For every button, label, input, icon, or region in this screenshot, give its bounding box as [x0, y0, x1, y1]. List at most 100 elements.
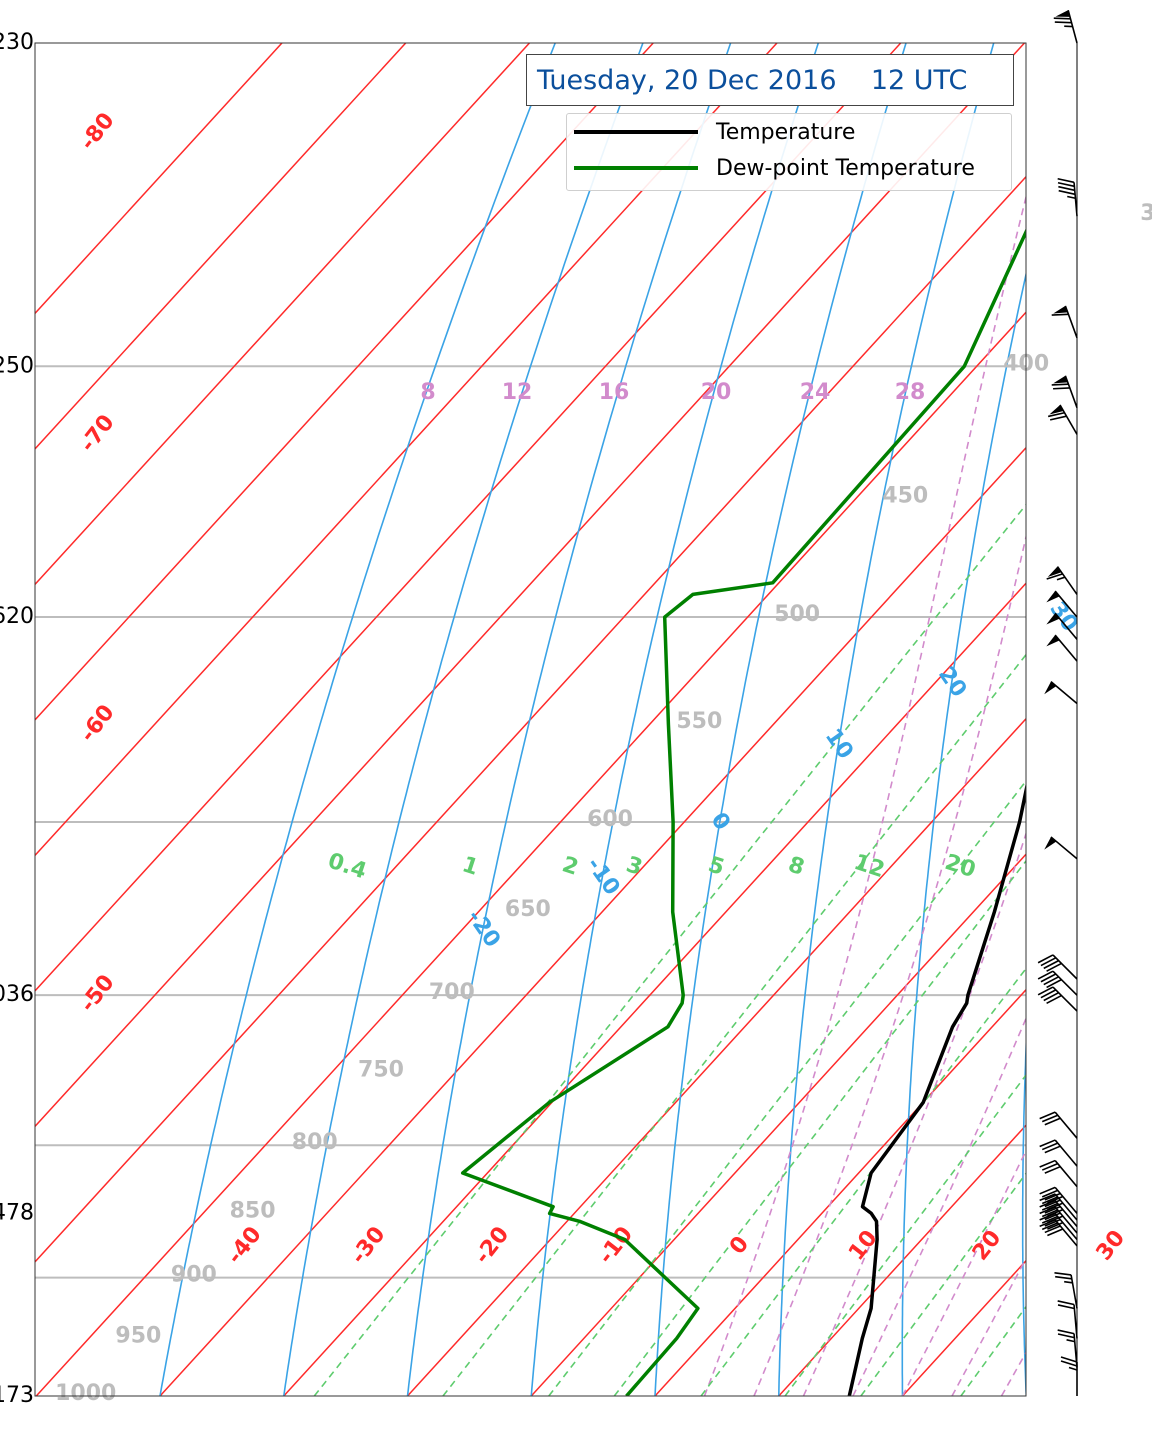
dry-adiabat-lines — [159, 43, 1026, 1396]
chart-title: Tuesday, 20 Dec 2016 — [537, 64, 837, 96]
isotherm-0 — [654, 988, 1026, 1396]
isotherm--20 — [406, 717, 1026, 1396]
isotherm--70 — [35, 43, 1025, 1128]
moist-adiabat-16 — [852, 1016, 1026, 1396]
wind-barb-14 — [1037, 970, 1078, 996]
isotherm--10 — [530, 853, 1026, 1396]
mixing-ratio-8 — [784, 1073, 1026, 1396]
wind-barb-17 — [1044, 681, 1078, 705]
legend-item-temperature: Temperature — [567, 117, 855, 147]
moist-adiabat-label-16: 16 — [599, 380, 630, 405]
mixing-ratio-5 — [700, 967, 1026, 1396]
dry-adiabat-label-10: 10 — [820, 724, 858, 763]
grid-labels: 3003504004505005506006507007508008509009… — [55, 108, 1152, 1406]
isotherm--60 — [35, 175, 1026, 1263]
wind-barb-16 — [1044, 836, 1078, 860]
pressure-label-700: 700 — [429, 980, 475, 1005]
mixing-ratio-label-3: 3 — [623, 852, 645, 881]
isotherm--110 — [35, 43, 530, 586]
isotherm-label--50: -50 — [76, 970, 120, 1017]
mixing-ratio-0.4 — [313, 503, 1026, 1396]
isotherm-label--30: -30 — [346, 1222, 390, 1269]
height-label-173: 173 — [0, 1383, 34, 1408]
mixing-ratio-1 — [442, 653, 1026, 1396]
wind-barb-21 — [1046, 566, 1078, 595]
pressure-label-650: 650 — [505, 897, 551, 922]
isotherm-label--60: -60 — [76, 700, 120, 747]
isotherm--120 — [35, 43, 407, 450]
mixing-ratio-label-2: 2 — [559, 852, 581, 881]
dry-adiabat-label-20: 20 — [933, 663, 971, 702]
mixing-ratio-2 — [548, 779, 1026, 1396]
wind-barb-12 — [1039, 1111, 1078, 1139]
pressure-label-350: 350 — [1140, 201, 1152, 226]
wind-barb-19 — [1046, 612, 1078, 640]
dry-adiabat--30 — [282, 43, 644, 1396]
moist-adiabat-label-24: 24 — [800, 380, 831, 405]
wind-barb-15 — [1037, 954, 1078, 980]
isotherm--80 — [35, 43, 902, 992]
wind-barb-20 — [1046, 590, 1078, 618]
legend-item-dewpoint: Dew-point Temperature — [567, 153, 975, 183]
wind-barb-0 — [1060, 1356, 1078, 1396]
moist-adiabat-20 — [901, 1149, 1026, 1396]
pressure-label-750: 750 — [358, 1058, 404, 1083]
wind-barb-25 — [1057, 177, 1078, 217]
mixing-ratio-20 — [960, 1305, 1026, 1396]
isotherm--90 — [35, 43, 778, 857]
height-label-5620: 5620 — [0, 604, 34, 629]
isotherm-label-0: 0 — [725, 1232, 754, 1259]
wind-barb-2 — [1057, 1300, 1078, 1339]
isotherm--50 — [35, 311, 1026, 1396]
pressure-label-900: 900 — [171, 1263, 217, 1288]
wind-barb-11 — [1039, 1139, 1078, 1167]
isotherm-label-20: 20 — [968, 1226, 1007, 1266]
isotherm-label--80: -80 — [76, 108, 120, 155]
dry-adiabat-0 — [654, 43, 907, 1396]
wind-barb-26 — [1053, 9, 1078, 44]
pressure-label-800: 800 — [292, 1130, 338, 1155]
dry-adiabat--10 — [530, 43, 820, 1396]
pressure-label-1000: 1000 — [55, 1381, 116, 1406]
isotherm-label--40: -40 — [223, 1222, 267, 1269]
isotherm-lines — [35, 43, 1026, 1396]
moist-adiabat-4 — [703, 194, 1026, 1396]
isotherm--40 — [159, 446, 1026, 1396]
wind-barb-3 — [1054, 1271, 1078, 1309]
mixing-ratio-label-8: 8 — [785, 852, 807, 881]
dry-adiabat--20 — [406, 43, 732, 1396]
dry-adiabat-label--10: -10 — [581, 853, 624, 900]
pressure-label-550: 550 — [676, 709, 722, 734]
legend: Temperature Dew-point Temperature — [566, 113, 1012, 191]
isotherm-label-30: 30 — [1092, 1226, 1131, 1266]
height-label-3036: 3036 — [0, 982, 34, 1007]
pressure-label-500: 500 — [774, 602, 820, 627]
wind-barb-1 — [1057, 1329, 1078, 1368]
wind-barb-24 — [1051, 305, 1078, 339]
isotherm-10 — [778, 1124, 1026, 1396]
moist-adiabat-label-20: 20 — [701, 380, 732, 405]
isotherm-30 — [1025, 1395, 1026, 1396]
mixing-ratio-12 — [860, 1172, 1026, 1396]
mixing-ratio-label-12: 12 — [851, 850, 888, 883]
legend-swatch-temperature — [574, 130, 698, 134]
title-gap — [837, 65, 871, 96]
height-label-9230: 9230 — [0, 30, 34, 55]
moist-adiabat-label-28: 28 — [895, 380, 926, 405]
mixing-ratio-label-1: 1 — [459, 852, 481, 881]
dry-adiabat-10 — [777, 43, 995, 1396]
chart-subtitle: 12 UTC — [870, 64, 968, 96]
wind-barb-18 — [1046, 634, 1078, 662]
height-axis-labels: 9230 7250 5620 3036 1478 173 — [0, 30, 34, 1408]
height-label-7250: 7250 — [0, 353, 34, 378]
plot-frame — [34, 42, 1027, 1397]
mixing-ratio-label-0.4: 0.4 — [325, 849, 370, 885]
dry-adiabat-label-0: 0 — [706, 808, 735, 835]
dewpoint-profile — [460, 227, 1026, 1396]
moist-adiabat-label-8: 8 — [420, 380, 435, 405]
mixing-ratio-lines — [313, 503, 1026, 1396]
moist-adiabat-lines — [703, 194, 1026, 1396]
wind-barbs — [1037, 9, 1078, 1396]
pressure-label-950: 950 — [115, 1323, 161, 1348]
isotherm--130 — [35, 43, 283, 315]
